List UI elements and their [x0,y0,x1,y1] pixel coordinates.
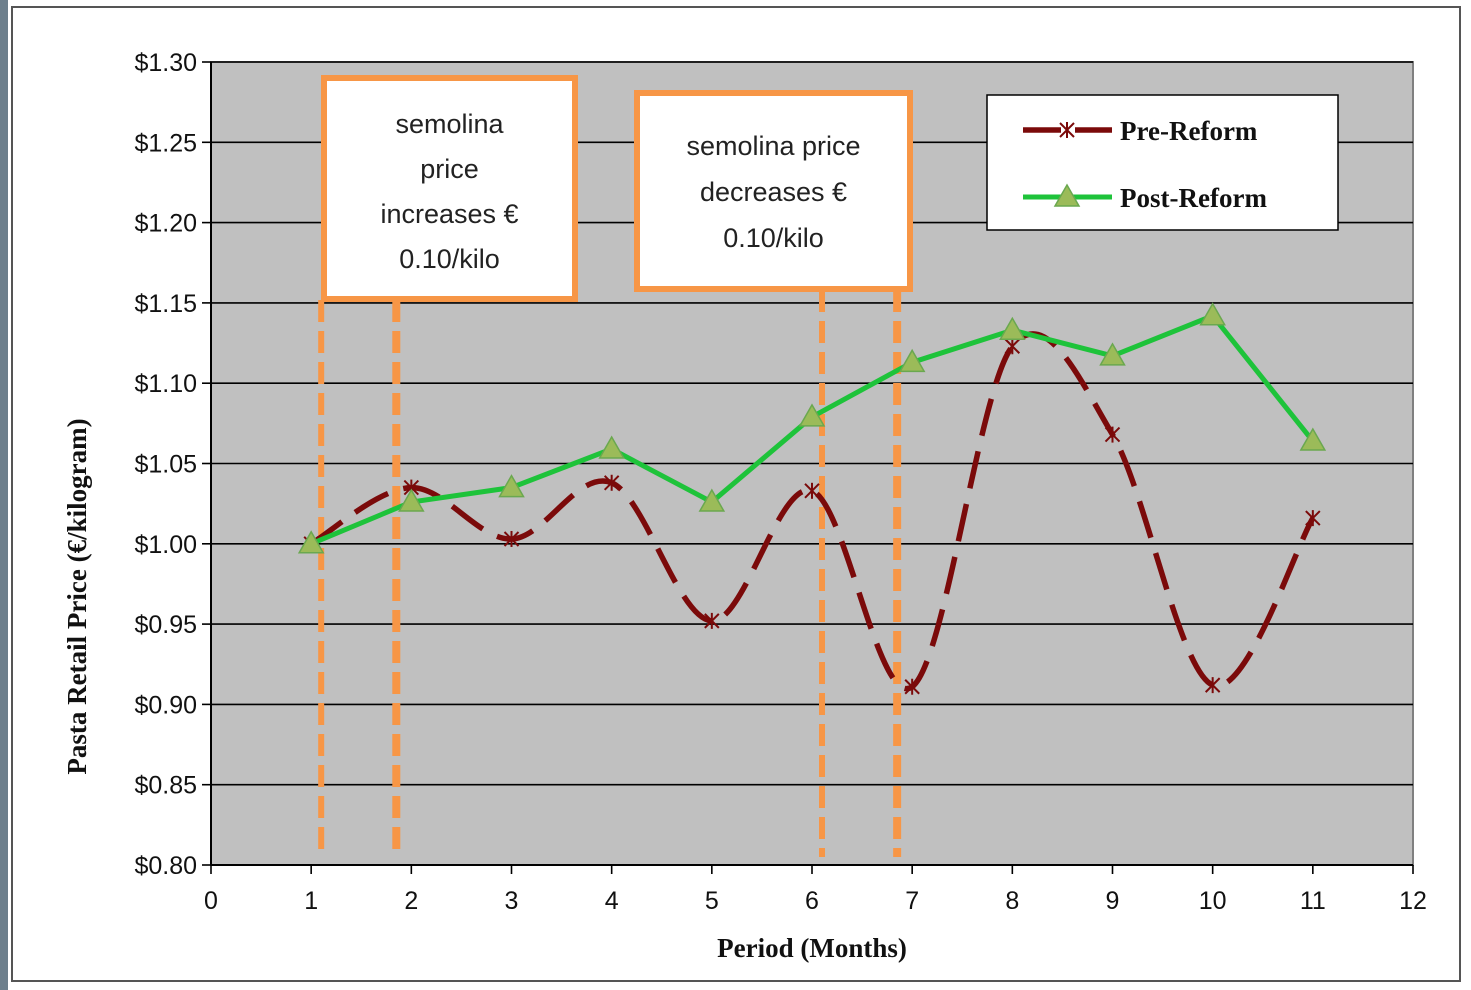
annotation-text: increases € [380,199,518,229]
x-tick-label: 3 [505,887,519,915]
annotation-box: semolina price increases € 0.10/kilo [321,75,578,302]
y-tick-label: $0.90 [134,691,197,719]
event-marker-lines [318,290,902,857]
y-axis-title: Pasta Retail Price (€/kilogram) [62,418,92,774]
y-tick-label: $1.10 [134,370,197,398]
legend-marker-pre-reform [1059,122,1075,138]
data-point-pre-reform [704,612,720,629]
data-point-pre-reform [904,678,920,695]
y-tick-label: $1.00 [134,531,197,559]
x-tick-label: 6 [805,887,819,915]
data-point-pre-reform [1305,510,1321,527]
x-tick-label: 8 [1005,887,1019,915]
data-point-pre-reform [1204,677,1221,694]
annotation-box: semolina price decreases € 0.10/kilo [634,90,913,292]
legend-label-post-reform: Post-Reform [1120,183,1267,213]
axes [202,61,1414,874]
annotation-border [634,90,913,292]
data-point-pre-reform [804,482,820,499]
annotation-text: price [420,154,479,184]
data-point-post-reform [1099,342,1126,366]
data-point-post-reform [498,474,525,498]
series-line-pre-reform [309,331,1316,692]
y-tick-label: $1.30 [134,49,197,77]
series-layer [297,302,1327,695]
x-tick-label: 4 [605,887,619,915]
data-point-post-reform [999,316,1026,340]
legend-marker-post-reform [1053,183,1081,207]
data-point-post-reform [398,488,425,512]
data-point-post-reform [798,403,826,427]
x-tick-label: 1 [304,887,318,915]
x-tick-label: 11 [1300,887,1326,915]
x-tick-label: 2 [404,887,418,915]
y-tick-label: $0.85 [134,772,197,800]
annotation-text: semolina price [686,131,860,161]
x-tick-label: 10 [1199,887,1227,915]
y-tick-label: $0.95 [134,611,197,639]
data-point-post-reform [297,530,325,554]
data-point-pre-reform [1104,426,1121,443]
y-tick-label: $1.25 [134,129,197,157]
legend-label-pre-reform: Pre-Reform [1120,116,1258,146]
y-tick-label: $0.80 [134,852,197,880]
legend-entry-pre-reform: Pre-Reform [1023,116,1258,146]
data-point-post-reform [598,435,625,459]
data-point-post-reform [698,488,726,512]
legend: Pre-Reform Post-Reform [986,94,1339,231]
y-tick-labels: $0.80 $0.85 $0.90 $0.95 $1.00 $1.05 $1.10 $1.15… [134,49,197,880]
legend-entry-post-reform: Post-Reform [1023,183,1267,213]
y-tick-label: $1.15 [134,290,197,318]
x-axis-title: Period (Months) [717,933,907,963]
y-tick-label: $1.20 [134,210,197,238]
data-point-post-reform [1299,427,1327,451]
window-edge [0,0,8,990]
x-tick-label: 12 [1399,887,1427,915]
annotation-border [321,75,578,302]
data-point-pre-reform [1004,338,1021,355]
data-point-pre-reform [603,474,620,491]
annotation-text: 0.10/kilo [399,244,500,274]
x-tick-label: 0 [204,887,218,915]
y-tick-label: $1.05 [134,451,197,479]
data-point-pre-reform [503,530,520,547]
x-tick-label: 7 [905,887,919,915]
data-point-post-reform [898,348,926,373]
legend-box [986,94,1339,231]
annotation-text: decreases € [700,177,847,207]
annotation-text: semolina [395,109,504,139]
series-post-reform [297,302,1327,554]
x-tick-label: 5 [705,887,719,915]
x-tick-label: 9 [1106,887,1120,915]
data-point-post-reform [1199,302,1226,326]
x-tick-labels: 0 1 2 3 4 5 6 7 8 9 10 11 12 [204,887,1427,915]
annotation-text: 0.10/kilo [723,223,824,253]
